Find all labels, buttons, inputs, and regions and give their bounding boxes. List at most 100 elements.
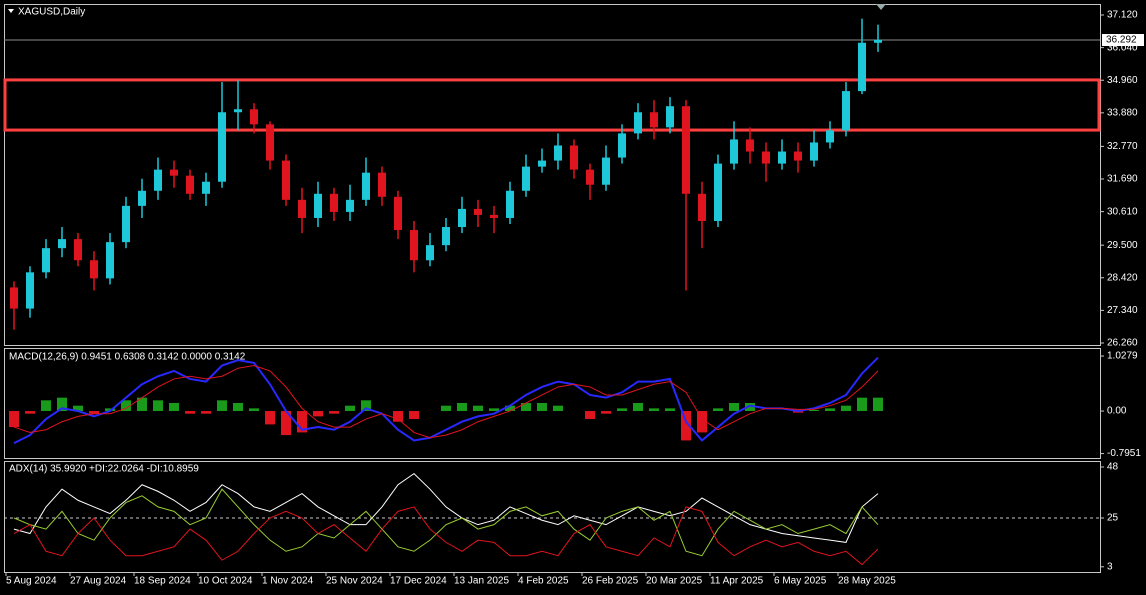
candle-body [570,145,578,170]
menu-arrow[interactable] [8,9,14,13]
candle-body [778,151,786,164]
histogram-bar [201,411,211,414]
candle-body [218,112,226,182]
histogram-bar [585,411,595,420]
histogram-bar [217,400,227,412]
x-tick-label: 10 Oct 2024 [198,576,253,587]
histogram-bar [393,411,403,422]
candle-body [74,239,82,261]
candle-body [138,190,146,206]
histogram-bar [521,403,531,412]
adx-panel [4,461,1101,573]
histogram-bar [265,411,275,425]
y-tick-label: 34.960 [1107,75,1138,86]
macd-title: MACD(12,26,9) 0.9451 0.6308 0.3142 0.000… [9,352,246,363]
y-tick-label: 29.500 [1107,240,1138,251]
candle-body [730,139,738,164]
x-tick-label: 18 Sep 2024 [134,576,191,587]
y-tick-label: -0.7951 [1107,448,1141,459]
histogram-bar [185,411,195,414]
y-tick-label: 32.770 [1107,141,1138,152]
candle-body [410,230,418,261]
resistance-zone [3,78,1101,132]
candle-body [202,181,210,194]
candle-body [538,160,546,167]
candle-body [170,169,178,176]
chart-title: XAGUSD,Daily [18,7,85,18]
candle-body [314,193,322,218]
candle-body [746,139,754,152]
y-tick-label: 0.00 [1107,406,1127,417]
histogram-bar [825,408,835,412]
candle-body [490,214,498,218]
histogram-bar [73,405,83,412]
price-panel [4,4,1101,346]
histogram-bar [345,405,355,412]
candle-body [154,169,162,191]
current-price-box [1102,34,1144,47]
candle-body [618,133,626,158]
histogram-bar [105,408,115,412]
shift-marker[interactable] [876,4,886,10]
candle-body [554,145,562,161]
candle-body [666,106,674,128]
candle-body [42,248,50,273]
histogram-bar [457,403,467,412]
y-tick-label: 1.0279 [1107,351,1138,362]
candle-body [378,172,386,197]
histogram-bar [441,405,451,412]
y-tick-label: 33.880 [1107,107,1138,118]
candle-body [186,175,194,194]
histogram-bar [697,411,707,433]
y-tick-label: 28.420 [1107,272,1138,283]
histogram-bar [233,403,243,412]
x-tick-label: 26 Feb 2025 [582,576,639,587]
histogram-bar [601,411,611,414]
histogram-bar [153,400,163,412]
candle-body [762,151,770,164]
histogram-bar [169,403,179,412]
histogram-bar [249,408,259,412]
indicator-line [13,472,879,543]
histogram-bar [649,408,659,412]
candle-body [634,112,642,134]
histogram-bar [121,400,131,412]
histogram-bar [873,397,883,412]
histogram-bar [41,400,51,412]
histogram-bar [409,411,419,420]
histogram-bar [329,411,339,414]
histogram-bar [553,405,563,412]
candle-body [362,172,370,200]
histogram-bar [665,408,675,412]
candle-body [10,287,18,309]
x-tick-label: 20 Mar 2025 [646,576,703,587]
y-tick-label: 3 [1107,561,1113,572]
candle-body [106,242,114,279]
adx-title: ADX(14) 35.9920 +DI:22.0264 -DI:10.8959 [9,464,199,475]
candle-body [298,199,306,218]
x-tick-label: 4 Feb 2025 [518,576,569,587]
candle-body [234,109,242,113]
candle-body [90,260,98,279]
histogram-bar [841,405,851,412]
candle-body [474,208,482,215]
candle-body [858,42,866,92]
histogram-bar [89,411,99,414]
indicator-line [13,506,879,566]
histogram-bar [489,408,499,412]
candle-body [842,91,850,131]
candle-body [650,112,658,128]
candle-body [330,193,338,212]
histogram-bar [633,403,643,412]
histogram-bar [729,403,739,412]
candle-body [442,227,450,246]
candle-body [426,245,434,261]
candle-body [714,163,722,221]
candle-body [826,130,834,143]
x-tick-label: 5 Aug 2024 [6,576,57,587]
histogram-bar [137,397,147,412]
candle-body [58,239,66,249]
histogram-bar [617,408,627,412]
histogram-bar [857,397,867,412]
